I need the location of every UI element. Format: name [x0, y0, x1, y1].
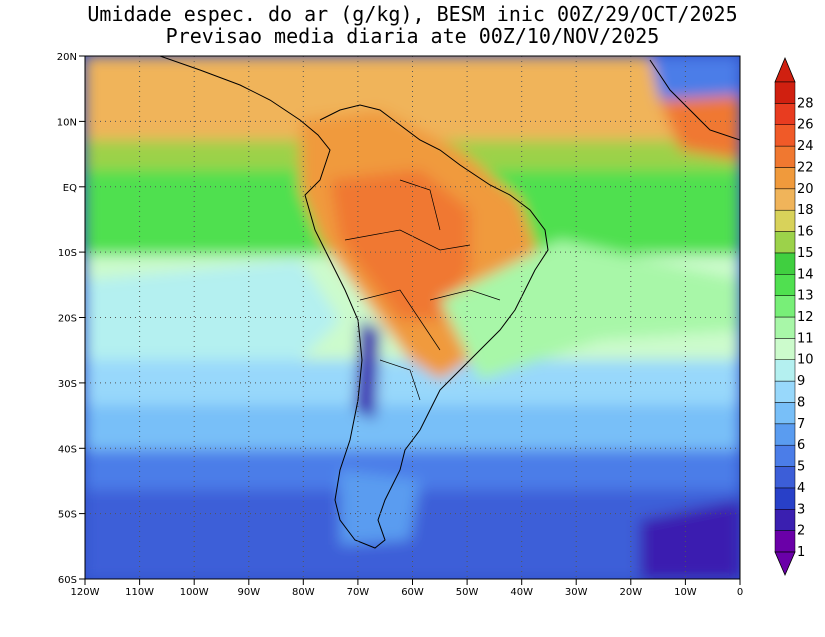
colorbar-level-label: 15 — [797, 246, 814, 261]
lon-label: 30W — [565, 587, 588, 598]
colorbar-swatch — [774, 487, 796, 510]
axis-ticks — [79, 55, 741, 585]
colorbar-level-label: 10 — [797, 353, 814, 368]
colorbar-level-label: 11 — [797, 331, 814, 346]
colorbar-swatch — [774, 124, 796, 147]
colorbar-level-label: 22 — [797, 160, 814, 175]
colorbar-level-label: 2 — [797, 524, 805, 539]
lon-label: 110W — [125, 587, 154, 598]
lat-label: 30S — [58, 379, 77, 390]
colorbar-swatch — [774, 466, 796, 489]
colorbar-level-label: 24 — [797, 139, 814, 154]
colorbar-swatch — [774, 380, 796, 403]
colorbar-level-label: 26 — [797, 118, 814, 133]
colorbar-level-label: 8 — [797, 395, 805, 410]
colorbar-swatch — [774, 231, 796, 254]
lon-label: 10W — [674, 587, 697, 598]
colorbar-swatch — [774, 338, 796, 360]
lat-label: 20N — [57, 52, 77, 63]
lon-label: 20W — [619, 587, 642, 598]
colorbar-swatch — [774, 188, 796, 211]
lat-label: 60S — [58, 575, 77, 586]
coastlines — [159, 56, 740, 549]
lon-label: 0 — [737, 587, 743, 598]
colorbar-level-label: 6 — [797, 438, 805, 453]
colorbar-swatch — [774, 316, 796, 339]
latitude-labels: 20N 10N EQ 10S 20S 30S 40S 50S 60S — [57, 52, 77, 586]
lat-label: 50S — [58, 510, 77, 521]
lat-label: 20S — [58, 314, 77, 325]
colorbar-level-label: 20 — [797, 182, 814, 197]
colorbar-level-label: 18 — [797, 203, 814, 218]
lon-label: 60W — [401, 587, 424, 598]
colorbar-swatch — [774, 359, 796, 382]
colorbar-swatch — [774, 209, 796, 232]
colorbar-level-label: 16 — [797, 225, 814, 240]
lon-label: 40W — [510, 587, 533, 598]
colorbar-level-label: 1 — [797, 545, 805, 560]
colorbar-arrow-bottom — [774, 551, 796, 577]
colorbar-swatch — [774, 252, 796, 275]
lon-label: 90W — [237, 587, 260, 598]
colorbar-swatch — [774, 167, 796, 190]
lon-label: 50W — [456, 587, 479, 598]
colorbar-level-label: 4 — [797, 481, 805, 496]
map-title-line-2: Previsao media diaria ate 00Z/10/NOV/202… — [165, 24, 660, 48]
colorbar-level-label: 3 — [797, 502, 805, 517]
map-title-line-1: Umidade espec. do ar (g/kg), BESM inic 0… — [87, 2, 738, 26]
colorbar-swatch — [774, 444, 796, 467]
colorbar-swatch — [774, 509, 796, 531]
colorbar-level-label: 13 — [797, 289, 814, 304]
colorbar-level-label: 14 — [797, 267, 814, 282]
colorbar-level-label: 12 — [797, 310, 814, 325]
colorbar-level-label: 5 — [797, 460, 805, 475]
colorbar-swatch — [774, 295, 796, 318]
lat-label: EQ — [63, 183, 77, 194]
lon-label: 120W — [71, 587, 100, 598]
colorbar-swatch — [774, 423, 796, 446]
lat-label: 10N — [57, 117, 77, 128]
colorbar-arrow-top — [774, 56, 796, 83]
colorbar-swatch — [774, 274, 796, 296]
lon-label: 80W — [292, 587, 315, 598]
colorbar-level-label: 9 — [797, 374, 805, 389]
lat-label: 10S — [58, 248, 77, 259]
lat-label: 40S — [58, 444, 77, 455]
lon-label: 70W — [347, 587, 370, 598]
colorbar-swatch — [774, 530, 796, 553]
colorbar-swatch — [774, 103, 796, 125]
colorbar-level-label: 28 — [797, 96, 814, 111]
longitude-labels: 120W 110W 100W 90W 80W 70W 60W 50W 40W 3… — [71, 587, 744, 598]
lon-label: 100W — [180, 587, 209, 598]
graticule — [85, 56, 740, 579]
colorbar-swatch — [774, 81, 796, 104]
colorbar-swatch — [774, 145, 796, 168]
colorbar-swatch — [774, 402, 796, 425]
country-borders — [344, 179, 501, 401]
colorbar-level-label: 7 — [797, 417, 805, 432]
